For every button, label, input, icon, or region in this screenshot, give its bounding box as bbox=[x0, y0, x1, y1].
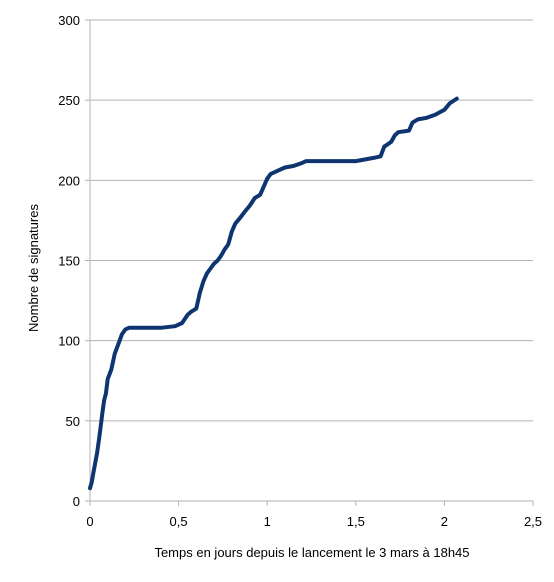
y-tick-labels: 0 50 100 150 200 250 300 bbox=[58, 13, 80, 509]
x-axis-title: Temps en jours depuis le lancement le 3 … bbox=[154, 545, 469, 560]
axes bbox=[85, 19, 534, 506]
x-tick-label: 2 bbox=[441, 514, 448, 529]
x-tick-label: 1 bbox=[264, 514, 271, 529]
x-tick-labels: 0 0,5 1 1,5 2 2,5 bbox=[86, 514, 542, 529]
y-tick-label: 150 bbox=[58, 254, 80, 269]
x-tick-label: 0,5 bbox=[170, 514, 188, 529]
x-tick-label: 1,5 bbox=[347, 514, 365, 529]
y-tick-label: 0 bbox=[73, 494, 80, 509]
x-tick-label: 2,5 bbox=[524, 514, 542, 529]
y-tick-label: 250 bbox=[58, 93, 80, 108]
y-tick-label: 50 bbox=[66, 414, 80, 429]
series-line-signatures bbox=[88, 96, 459, 491]
y-tick-label: 200 bbox=[58, 173, 80, 188]
x-tick-label: 0 bbox=[86, 514, 93, 529]
y-tick-label: 300 bbox=[58, 13, 80, 28]
gridlines bbox=[90, 19, 533, 422]
y-tick-label: 100 bbox=[58, 334, 80, 349]
y-axis-title: Nombre de signatures bbox=[26, 204, 41, 332]
series-group bbox=[88, 96, 459, 491]
